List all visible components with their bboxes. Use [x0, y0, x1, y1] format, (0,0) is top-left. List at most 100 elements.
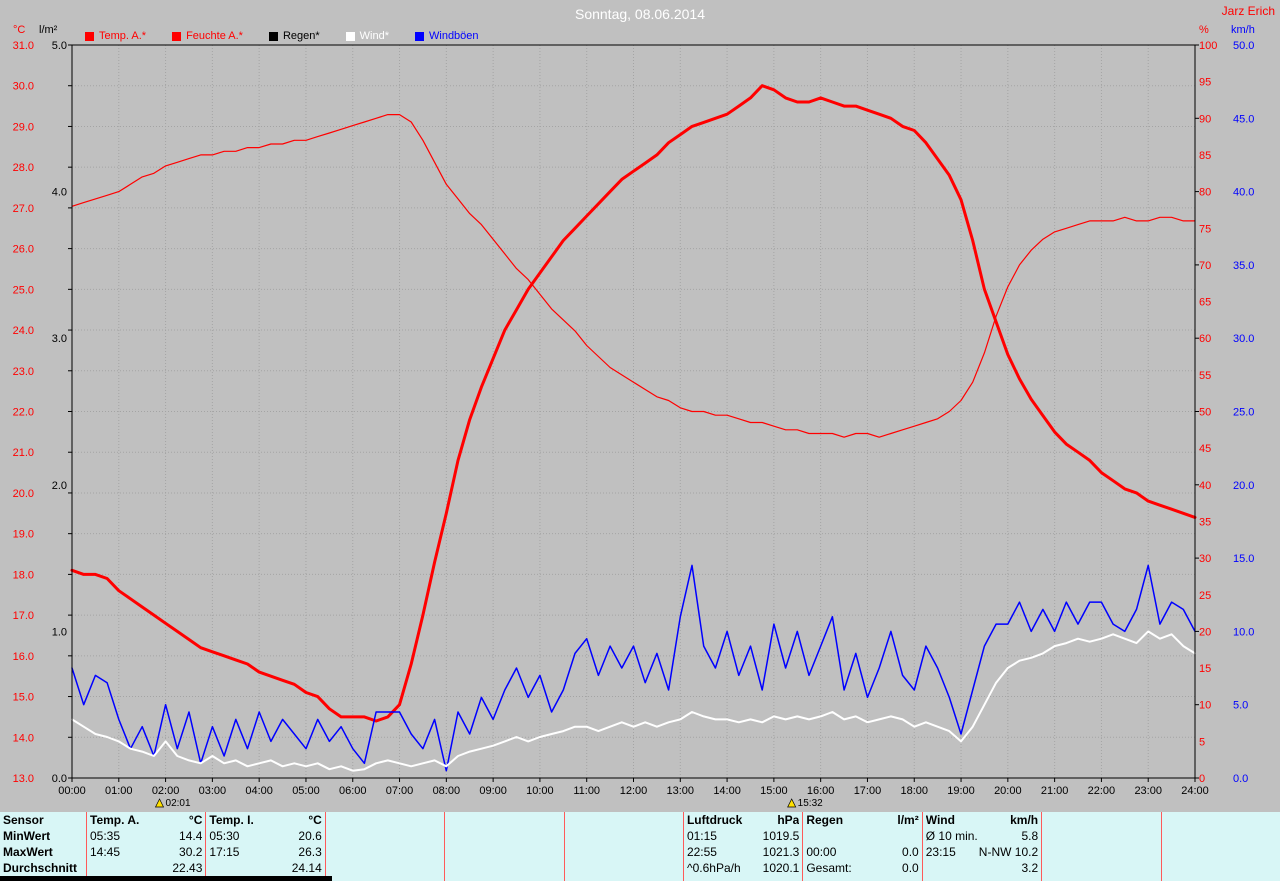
svg-text:19:00: 19:00 [947, 785, 975, 797]
table-cell: 3.2 [1021, 861, 1039, 875]
legend-label-temp: Temp. A.* [99, 30, 147, 42]
svg-text:60: 60 [1199, 333, 1211, 345]
svg-text:04:00: 04:00 [245, 785, 273, 797]
table-cell [1165, 860, 1277, 876]
table-cell: 00:00 0.0 [806, 845, 919, 859]
svg-text:23.0: 23.0 [13, 366, 34, 378]
page-title: Sonntag, 08.06.2014 [574, 6, 705, 22]
table-group-temp-i-: Temp. I. °C 05:30 20.6 17:15 26.3 24.14 [205, 812, 324, 881]
svg-text:30: 30 [1199, 553, 1211, 565]
svg-text:4.0: 4.0 [52, 187, 67, 199]
svg-text:15.0: 15.0 [1233, 553, 1254, 565]
svg-text:25.0: 25.0 [13, 284, 34, 296]
table-cell [448, 860, 560, 876]
legend-item-rain: Regen* [268, 30, 320, 42]
right-axis-unit-wind: km/h [1231, 24, 1255, 36]
svg-text:25.0: 25.0 [1233, 407, 1254, 419]
svg-text:05:00: 05:00 [292, 785, 320, 797]
svg-text:10:00: 10:00 [526, 785, 554, 797]
bottom-black-strip [0, 876, 332, 881]
svg-text:14:00: 14:00 [713, 785, 741, 797]
table-group-header: Temp. A. °C [90, 813, 203, 827]
svg-text:10.0: 10.0 [1233, 626, 1254, 638]
svg-text:20:00: 20:00 [994, 785, 1022, 797]
table-cell: Gesamt: 0.0 [806, 861, 919, 875]
table-group-regen: Regen l/m² 00:00 0.0 Gesamt: 0.0 [802, 812, 921, 881]
series-line-temp-a- [70, 84, 1197, 723]
svg-text:1.0: 1.0 [52, 626, 67, 638]
svg-text:03:00: 03:00 [199, 785, 227, 797]
svg-text:3.0: 3.0 [52, 333, 67, 345]
table-group-header: Regen l/m² [806, 813, 919, 827]
svg-text:09:00: 09:00 [479, 785, 507, 797]
svg-text:18:00: 18:00 [900, 785, 928, 797]
legend-item-gusts: Windböen [415, 30, 479, 42]
table-cell: 22.43 [172, 861, 203, 875]
svg-text:25: 25 [1199, 590, 1211, 602]
station-user-name: Jarz Erich [1221, 4, 1275, 18]
table-group-header [329, 812, 441, 828]
svg-text:5: 5 [1199, 736, 1205, 748]
svg-text:17.0: 17.0 [13, 610, 34, 622]
legend-label-wind: Wind* [359, 30, 389, 42]
svg-text:15:00: 15:00 [760, 785, 788, 797]
y-axis-humidity-labels: 1009590858075706560555045403530252015105… [1199, 40, 1217, 785]
svg-text:31.0: 31.0 [13, 40, 34, 52]
table-row-headers: Sensor MinWert MaxWert Durchschnitt [0, 812, 86, 881]
svg-text:80: 80 [1199, 187, 1211, 199]
summary-table: Sensor MinWert MaxWert Durchschnitt Temp. A.… [0, 812, 1280, 881]
temp-series-swatch-icon [85, 31, 94, 41]
svg-text:06:00: 06:00 [339, 785, 367, 797]
table-cell [1045, 860, 1157, 876]
svg-text:5.0: 5.0 [52, 40, 67, 52]
table-group-wind: Wind km/h Ø 10 min. 5.8 23:15 N-NW 10.2 3.2 [921, 812, 1041, 881]
svg-text:01:00: 01:00 [105, 785, 133, 797]
table-group-empty [324, 812, 444, 881]
svg-text:27.0: 27.0 [13, 203, 34, 215]
table-cell: 17:15 26.3 [209, 845, 322, 859]
svg-text:35.0: 35.0 [1233, 260, 1254, 272]
table-cell [568, 828, 680, 844]
table-group-header: Temp. I. °C [209, 813, 322, 827]
svg-text:16:00: 16:00 [807, 785, 835, 797]
y-axis-temperature-labels: 31.0 30.0 29.0 28.0 27.0 26.0 25.0 24.0 23.0 22.0… [13, 40, 72, 785]
table-row-header: Sensor [3, 813, 44, 827]
table-cell [568, 860, 680, 876]
weather-chart: 31.0 30.0 29.0 28.0 27.0 26.0 25.0 24.0 23.0 22.0… [13, 40, 1255, 809]
svg-text:12:00: 12:00 [620, 785, 648, 797]
table-group-header [448, 812, 560, 828]
svg-text:40.0: 40.0 [1233, 187, 1254, 199]
svg-text:85: 85 [1199, 150, 1211, 162]
svg-text:11:00: 11:00 [573, 785, 600, 797]
table-cell [1045, 844, 1157, 860]
table-cell [1165, 828, 1277, 844]
x-axis-time-labels: 00:00 01:00 02:00 03:00 04:00 05:00 06:00 07:00… [58, 778, 1209, 797]
svg-text:16.0: 16.0 [13, 651, 34, 663]
left-axis-unit-rain: l/m² [39, 24, 58, 36]
svg-text:21:00: 21:00 [1041, 785, 1069, 797]
table-cell: ^0.6hPa/h 1020.1 [686, 861, 800, 875]
table-cell [329, 828, 441, 844]
svg-text:21.0: 21.0 [13, 447, 34, 459]
svg-text:15: 15 [1199, 663, 1211, 675]
table-cell: 22:55 1021.3 [686, 845, 800, 859]
legend-label-rain: Regen* [282, 30, 320, 42]
svg-text:13.0: 13.0 [13, 773, 34, 785]
sun-marker-icon [154, 798, 165, 808]
table-group-header [1165, 812, 1277, 828]
table-row-header: Durchschnitt [3, 861, 78, 875]
svg-text:28.0: 28.0 [13, 162, 34, 174]
wind-series-swatch-icon [345, 31, 355, 41]
svg-text:00:00: 00:00 [58, 785, 86, 797]
sun-marker-icon [787, 798, 797, 808]
table-group-header: Wind km/h [925, 813, 1039, 827]
svg-text:02:00: 02:00 [152, 785, 180, 797]
table-cell: 23:15 N-NW 10.2 [925, 845, 1039, 859]
svg-text:0: 0 [1199, 773, 1205, 785]
svg-text:5.0: 5.0 [1233, 700, 1248, 712]
table-cell [329, 860, 441, 876]
series-line-windb-en [71, 564, 1196, 772]
table-cell: 05:30 20.6 [209, 829, 322, 843]
series-line-wind [71, 630, 1196, 772]
svg-text:19.0: 19.0 [13, 529, 34, 541]
